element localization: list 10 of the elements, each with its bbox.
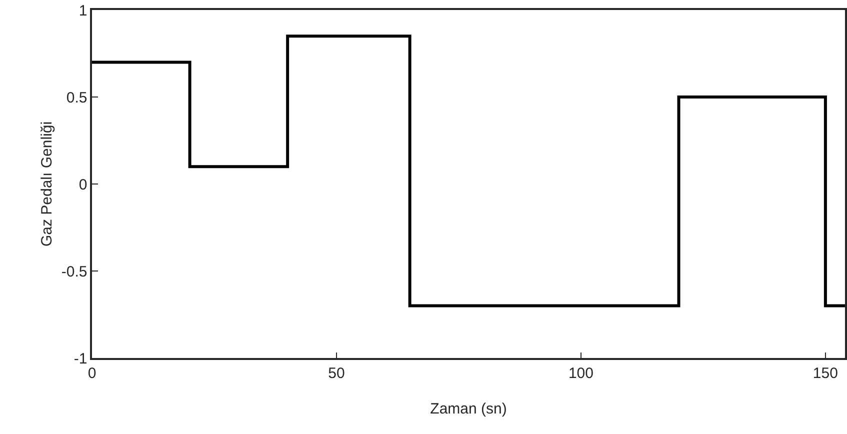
y-tick-label: 1: [78, 2, 88, 20]
x-tick-label: 150: [812, 364, 838, 382]
y-tick-label: 0.5: [66, 89, 88, 106]
x-axis-title: Zaman (sn): [430, 400, 507, 418]
y-tick-label: -1: [74, 350, 88, 368]
y-tick-label: -0.5: [61, 263, 88, 280]
x-tick-label: 50: [328, 364, 345, 382]
y-tick-label: 0: [78, 176, 88, 194]
y-axis-title: Gaz Pedalı Genliği: [38, 121, 56, 247]
x-tick-label: 100: [568, 364, 594, 382]
